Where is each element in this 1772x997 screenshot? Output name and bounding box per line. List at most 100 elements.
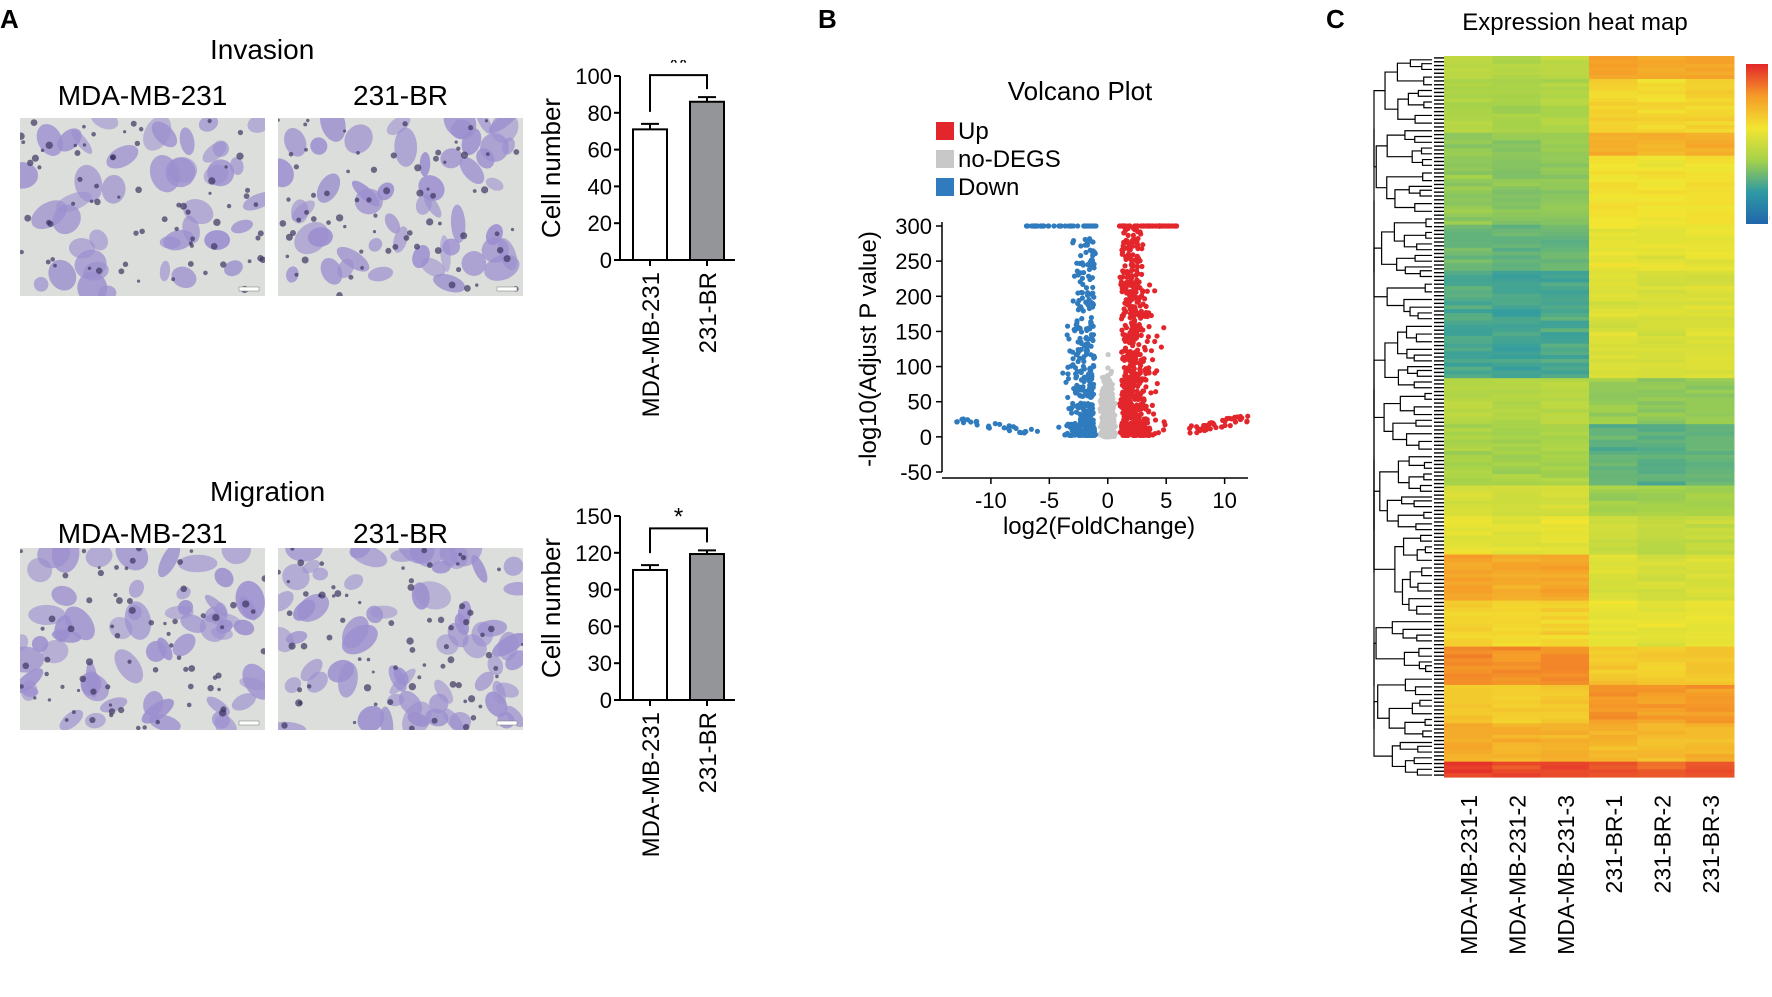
- dendrogram-branch: [1423, 511, 1432, 519]
- stained-cell: [109, 616, 133, 640]
- heatmap-cell: [1685, 167, 1735, 172]
- stained-cell: [285, 548, 323, 562]
- heatmap-cell: [1685, 592, 1735, 598]
- point-up: [1152, 417, 1159, 423]
- heatmap-cell: [1492, 266, 1542, 272]
- point-down: [1013, 425, 1019, 432]
- heatmap-cell: [1685, 642, 1735, 648]
- heatmap-cell: [1444, 286, 1493, 291]
- heatmap-cell: [1444, 401, 1493, 406]
- pore-dot: [37, 165, 42, 170]
- pore-dot: [409, 647, 416, 653]
- heatmap-cell: [1637, 500, 1687, 506]
- heatmap-cell: [1540, 328, 1590, 333]
- bar-231-br: [689, 553, 725, 701]
- heatmap-cell: [1685, 765, 1735, 770]
- pore-dot: [319, 561, 325, 566]
- dendrogram-branch: [1416, 605, 1432, 615]
- x-tick-label: 10: [1212, 488, 1236, 513]
- point-up: [1120, 223, 1126, 229]
- heatmap-cell: [1589, 148, 1638, 153]
- point-down: [1051, 223, 1057, 229]
- legend-label-up: Up: [958, 118, 989, 145]
- heatmap-cell: [1685, 431, 1735, 437]
- point-down: [1070, 400, 1076, 407]
- pore-dot: [40, 148, 45, 153]
- heatmap-cell: [1492, 86, 1542, 92]
- heatmap-cell: [1589, 615, 1638, 621]
- colorbar-tick-label: 0: [1769, 206, 1770, 231]
- bar-231-br: [689, 100, 725, 262]
- legend-swatch-down: [936, 178, 954, 196]
- point-down: [1089, 405, 1096, 411]
- stained-cell: [33, 276, 49, 292]
- heatmap-cell: [1589, 389, 1638, 395]
- heatmap-cell: [1685, 339, 1735, 345]
- heatmap-cell: [1444, 458, 1493, 464]
- heatmap-cell: [1492, 59, 1542, 65]
- point-up: [1125, 245, 1131, 251]
- heatmap-cell: [1589, 477, 1638, 483]
- heatmap-cell: [1540, 309, 1590, 314]
- heatmap-cell: [1589, 140, 1638, 145]
- heatmap-cell: [1540, 385, 1590, 391]
- stained-cell: [341, 624, 378, 655]
- heatmap-cell: [1540, 761, 1590, 767]
- stained-cell: [461, 251, 487, 276]
- heatmap-cell: [1637, 132, 1687, 138]
- heatmap-cell: [1685, 312, 1735, 318]
- heatmap-cell: [1589, 431, 1638, 437]
- heatmap-cell: [1444, 477, 1493, 483]
- stained-cell: [485, 691, 508, 718]
- heatmap-cell: [1685, 259, 1735, 264]
- heatmap-cell: [1589, 420, 1638, 425]
- heatmap-cell: [1444, 293, 1493, 299]
- point-up: [1126, 299, 1132, 306]
- pore-dot: [460, 232, 468, 240]
- point-up: [1149, 357, 1156, 363]
- heatmap-cell: [1637, 420, 1687, 425]
- pore-dot: [130, 120, 137, 127]
- heatmap-cell: [1589, 765, 1638, 770]
- heatmap-cell: [1589, 182, 1638, 187]
- heatmap-cell: [1492, 746, 1542, 751]
- heatmap-cell: [1492, 167, 1542, 172]
- dendrogram-branch: [1421, 158, 1432, 166]
- point-down: [1084, 348, 1091, 354]
- pore-dot: [114, 632, 121, 639]
- point-up: [1133, 310, 1139, 316]
- stained-cell: [284, 127, 307, 157]
- heatmap-cell: [1637, 56, 1687, 61]
- heatmap-cell: [1637, 719, 1687, 724]
- pore-dot: [189, 243, 194, 248]
- pore-dot: [47, 698, 52, 702]
- heatmap-cell: [1637, 324, 1687, 329]
- heatmap-cell: [1685, 163, 1735, 168]
- heatmap-cell: [1540, 769, 1590, 774]
- stained-cell: [291, 200, 315, 222]
- dendrogram-branch: [1414, 254, 1432, 262]
- heatmap-cell: [1540, 155, 1590, 161]
- heatmap-cell: [1637, 98, 1687, 103]
- heatmap-cell: [1637, 527, 1687, 533]
- point-up: [1122, 345, 1129, 351]
- dendrogram-branch: [1384, 342, 1399, 379]
- heatmap-cell: [1492, 531, 1542, 536]
- point-down: [1090, 381, 1097, 387]
- heatmap-cell: [1589, 59, 1638, 65]
- heatmap-cell: [1492, 408, 1542, 414]
- x-tick-label: 231-BR: [695, 712, 722, 793]
- point-down: [1089, 373, 1095, 379]
- point-up: [1232, 419, 1239, 425]
- heatmap-cell: [1637, 715, 1687, 721]
- heatmap-cell: [1444, 86, 1493, 92]
- heatmap-cell: [1685, 351, 1735, 356]
- heatmap-cell: [1540, 665, 1590, 671]
- heatmap-cell: [1685, 485, 1735, 490]
- point-down: [1073, 375, 1079, 381]
- heatmap-cell: [1589, 270, 1638, 276]
- heatmap-cell: [1637, 684, 1687, 690]
- heatmap-cell: [1589, 592, 1638, 598]
- heatmap-cell: [1685, 447, 1735, 452]
- point-down: [1075, 358, 1081, 365]
